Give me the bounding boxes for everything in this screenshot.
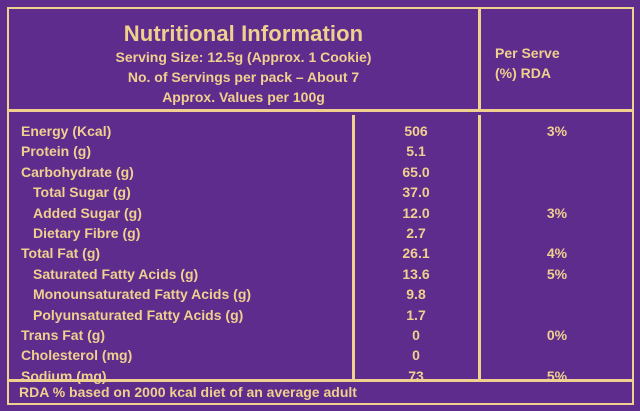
table-row: Carbohydrate (g) 65.0 <box>9 162 632 182</box>
table-body: Energy (Kcal) 506 3% Protein (g) 5.1 Carbohyd… <box>9 115 632 384</box>
table-row: Saturated Fatty Acids (g) 13.6 5% <box>9 264 632 284</box>
footer-note: RDA % based on 2000 kcal diet of an aver… <box>9 379 632 403</box>
nutrient-rda: 4% <box>546 245 568 262</box>
nutrient-value: 5.1 <box>406 143 426 160</box>
nutrient-value: 13.6 <box>402 265 430 282</box>
nutrient-name: Monounsaturated Fatty Acids (g) <box>33 286 252 303</box>
servings-per-pack: No. of Servings per pack – About 7 <box>127 69 360 85</box>
serving-size: Serving Size: 12.5g (Approx. 1 Cookie) <box>115 49 372 65</box>
header-info: Nutritional Information Serving Size: 12… <box>9 9 481 109</box>
nutrient-name: Trans Fat (g) <box>21 327 106 343</box>
table-row: Total Sugar (g) 37.0 <box>9 182 632 202</box>
nutrient-value: 9.8 <box>406 286 426 303</box>
nutrient-value: 26.1 <box>402 245 430 262</box>
nutrient-name: Total Sugar (g) <box>33 184 131 201</box>
nutrient-name: Energy (Kcal) <box>21 123 112 139</box>
nutrient-value: 0 <box>412 347 420 364</box>
table-header: Nutritional Information Serving Size: 12… <box>9 9 632 112</box>
table-title: Nutritional Information <box>123 21 364 46</box>
rda-heading: Per Serve (%) RDA <box>495 43 560 83</box>
nutrient-value: 37.0 <box>402 184 430 201</box>
table-row: Dietary Fibre (g) 2.7 <box>9 223 632 243</box>
table-row: Energy (Kcal) 506 3% <box>9 121 632 141</box>
nutrient-name: Protein (g) <box>21 143 91 160</box>
table-row: Cholesterol (mg) 0 <box>9 345 632 365</box>
nutrient-name: Dietary Fibre (g) <box>33 225 141 241</box>
nutrient-name: Total Fat (g) <box>21 245 101 262</box>
column-divider <box>352 115 355 380</box>
rda-heading-line1: Per Serve <box>495 45 560 61</box>
nutrient-value: 0 <box>412 327 420 343</box>
nutrient-name: Polyunsaturated Fatty Acids (g) <box>33 306 244 323</box>
values-basis: Approx. Values per 100g <box>162 89 325 105</box>
nutrient-name: Saturated Fatty Acids (g) <box>33 265 199 282</box>
table-row: Protein (g) 5.1 <box>9 141 632 161</box>
nutrient-value: 506 <box>404 123 428 139</box>
nutrient-value: 1.7 <box>406 306 426 323</box>
table-row: Trans Fat (g) 0 0% <box>9 325 632 345</box>
table-row: Added Sugar (g) 12.0 3% <box>9 203 632 223</box>
nutrient-value: 12.0 <box>402 204 430 221</box>
nutrient-rda: 3% <box>546 204 568 221</box>
column-divider <box>478 115 481 380</box>
nutrient-value: 65.0 <box>402 163 430 180</box>
nutrient-rda: 3% <box>546 123 568 139</box>
nutrient-value: 2.7 <box>406 225 426 241</box>
nutrient-name: Cholesterol (mg) <box>21 347 133 364</box>
nutrition-table: Nutritional Information Serving Size: 12… <box>7 7 634 405</box>
nutrient-name: Added Sugar (g) <box>33 204 142 221</box>
nutrient-name: Carbohydrate (g) <box>21 163 134 180</box>
table-row: Monounsaturated Fatty Acids (g) 9.8 <box>9 284 632 304</box>
rda-heading-line2: (%) RDA <box>495 65 551 81</box>
nutrient-rda: 0% <box>546 327 568 343</box>
table-row: Polyunsaturated Fatty Acids (g) 1.7 <box>9 305 632 325</box>
table-row: Total Fat (g) 26.1 4% <box>9 243 632 263</box>
nutrient-rda: 5% <box>546 265 568 282</box>
